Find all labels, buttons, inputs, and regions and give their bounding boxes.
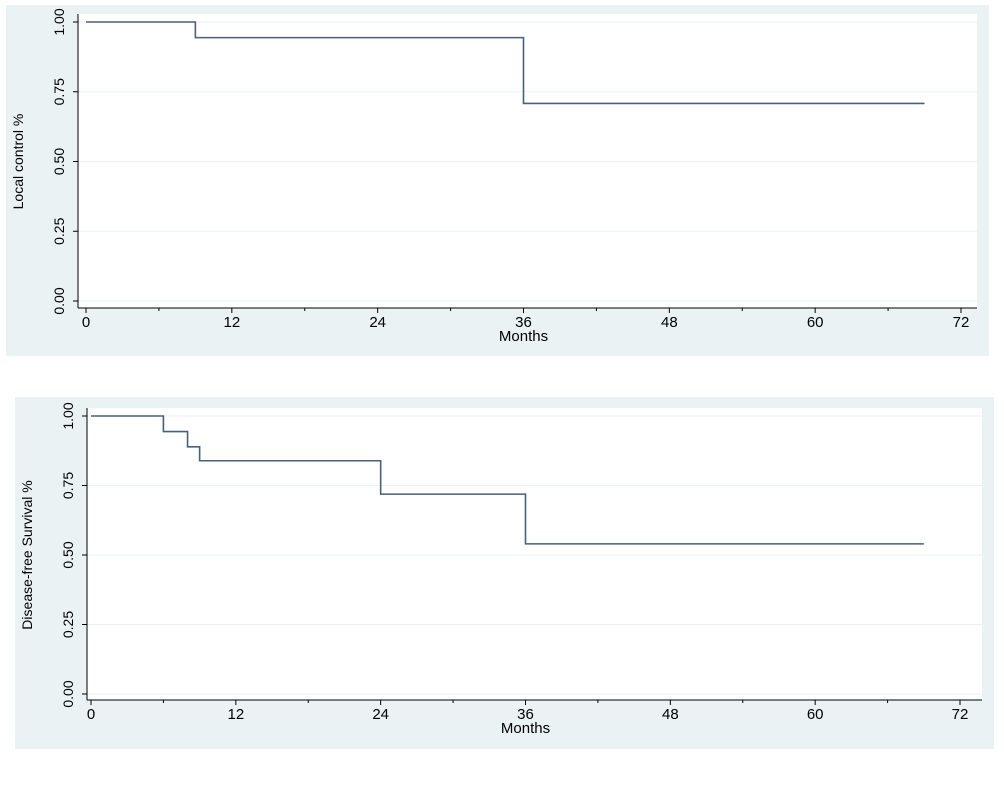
x-tick-label: 0 — [82, 314, 90, 331]
x-axis-title: Months — [501, 720, 550, 737]
x-tick-label: 36 — [515, 314, 532, 331]
x-tick-label: 24 — [372, 706, 389, 723]
x-tick-label: 60 — [807, 314, 824, 331]
x-tick-label: 72 — [952, 706, 969, 723]
x-tick-label: 0 — [87, 706, 95, 723]
y-tick-label: 0.75 — [51, 78, 67, 105]
chart-svg: 0.00 0.25 0.50 0.75 1.00 0 12 24 36 48 60 72 Months D… — [15, 397, 994, 749]
x-tick-label: 72 — [953, 314, 970, 331]
y-axis-title: Local control % — [10, 114, 26, 210]
x-tick-label: 48 — [661, 314, 678, 331]
x-tick-label: 24 — [369, 314, 386, 331]
y-tick-label: 0.25 — [51, 217, 67, 244]
x-tick-label: 12 — [227, 706, 244, 723]
x-tick-label: 12 — [223, 314, 240, 331]
y-tick-label: 1.00 — [51, 8, 67, 35]
y-tick-label: 0.50 — [51, 148, 67, 175]
survival-step-line — [86, 21, 925, 105]
x-axis-title: Months — [499, 328, 548, 345]
disease-free-survival-chart: 0.00 0.25 0.50 0.75 1.00 0 12 24 36 48 60 72 Months D… — [15, 397, 994, 754]
x-tick-label: 48 — [662, 706, 679, 723]
y-tick-label: 1.00 — [60, 402, 76, 429]
y-axis-title: Disease-free Survival % — [19, 480, 35, 629]
y-tick-label: 0.00 — [51, 287, 67, 314]
local-control-chart: 0.00 0.25 0.50 0.75 1.00 0 12 24 36 48 60 72 Months L… — [6, 5, 989, 361]
x-tick-label: 36 — [517, 706, 534, 723]
y-tick-label: 0.50 — [60, 541, 76, 568]
chart-svg: 0.00 0.25 0.50 0.75 1.00 0 12 24 36 48 60 72 Months L… — [6, 5, 989, 356]
plot-area — [87, 408, 982, 700]
survival-step-line — [91, 415, 924, 545]
y-tick-label: 0.75 — [60, 472, 76, 499]
x-tick-label: 60 — [807, 706, 824, 723]
y-tick-label: 0.00 — [60, 680, 76, 707]
y-tick-label: 0.25 — [60, 611, 76, 638]
